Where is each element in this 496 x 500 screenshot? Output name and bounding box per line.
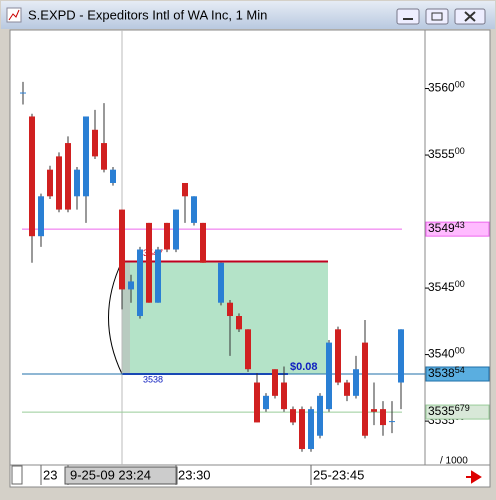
price-frac: 00	[455, 146, 465, 156]
price-main: 3538	[428, 366, 455, 380]
price-frac: 43	[455, 221, 465, 231]
x-tick-label: 9-25-09 23:24	[70, 467, 151, 482]
position-box	[122, 261, 328, 375]
candle-body	[29, 116, 35, 237]
price-label: 354000	[428, 346, 465, 361]
window-icon-glyph	[8, 9, 20, 21]
candle-body	[344, 382, 350, 396]
candle-body	[263, 395, 269, 410]
price-label: 354500	[428, 279, 465, 294]
candle-body	[281, 382, 287, 410]
candle-body	[182, 182, 188, 197]
candle-body	[335, 329, 341, 383]
price-frac: 54	[455, 365, 465, 375]
window-title: S.EXPD - Expeditors Intl of WA Inc, 1 Mi…	[28, 7, 267, 22]
price-main: 3535	[428, 404, 455, 418]
price-frac: 00	[455, 80, 465, 90]
candle-body	[272, 369, 278, 396]
candle-body	[56, 156, 62, 210]
candle-body	[191, 196, 197, 223]
maximize-button[interactable]	[425, 8, 449, 25]
level-box	[425, 404, 490, 420]
x-tick-label: 23	[43, 467, 57, 482]
level-box	[425, 366, 490, 382]
candle-body	[47, 169, 53, 197]
price-main: 3545	[428, 280, 455, 294]
x-tick-label: 25-23:45	[313, 467, 364, 482]
price-label: 355500	[428, 146, 465, 161]
candle-body	[389, 421, 395, 423]
candle-body	[200, 222, 206, 263]
footer: / 1000	[440, 456, 468, 467]
candle-body	[371, 409, 377, 412]
candle-body	[173, 209, 179, 250]
candle-body	[164, 222, 170, 250]
price-label: 354943	[428, 221, 465, 236]
candle-body	[155, 249, 161, 303]
candle-body	[317, 395, 323, 436]
candle-body	[74, 169, 80, 197]
maximize-glyph	[431, 12, 443, 21]
position-shade	[122, 261, 130, 375]
candle-body	[290, 409, 296, 423]
price-main: 3540	[428, 347, 455, 361]
candle-body	[227, 302, 233, 317]
time-highlight	[64, 466, 178, 485]
candle-body	[236, 316, 242, 330]
candle-body	[245, 329, 251, 370]
price-axis	[424, 29, 491, 466]
candle-body	[101, 143, 107, 170]
scroll-box[interactable]	[11, 465, 23, 485]
candle-body	[254, 382, 260, 423]
candle-body	[299, 409, 305, 450]
exit-label: 3538	[143, 374, 163, 384]
price-label: 353854	[428, 365, 465, 380]
candle-body	[83, 116, 89, 197]
candle-body	[326, 342, 332, 410]
candle-body	[353, 369, 359, 396]
price-main: 3560	[428, 81, 455, 95]
pnl-label: $0.08	[290, 361, 318, 373]
level-box	[425, 221, 490, 237]
candle-body	[218, 262, 224, 303]
price-main: 3555	[428, 147, 455, 161]
candle-body	[110, 169, 116, 183]
price-main: 3549	[428, 221, 455, 235]
price-frac: 00	[455, 279, 465, 289]
close-glyph	[464, 11, 476, 22]
price-label: 3535679	[428, 403, 470, 418]
candle-body	[308, 409, 314, 450]
candle-body	[128, 281, 134, 290]
candle-body	[146, 222, 152, 303]
candle-body	[398, 329, 404, 383]
candle-body	[137, 249, 143, 317]
minimize-button[interactable]	[396, 8, 420, 25]
x-tick-label: 23:30	[178, 467, 211, 482]
candle-body	[20, 92, 26, 94]
candle-body	[119, 209, 125, 290]
candle-body	[362, 342, 368, 436]
price-label: 356000	[428, 80, 465, 95]
candle-body	[92, 129, 98, 157]
price-frac: 679	[455, 403, 470, 413]
position-bracket	[108, 261, 123, 375]
candle-body	[380, 409, 386, 426]
candle-body	[65, 143, 71, 210]
entry-label: 3547	[143, 248, 163, 258]
price-frac: 00	[455, 346, 465, 356]
candle-body	[38, 196, 44, 237]
scroll-arrow[interactable]	[466, 470, 482, 484]
